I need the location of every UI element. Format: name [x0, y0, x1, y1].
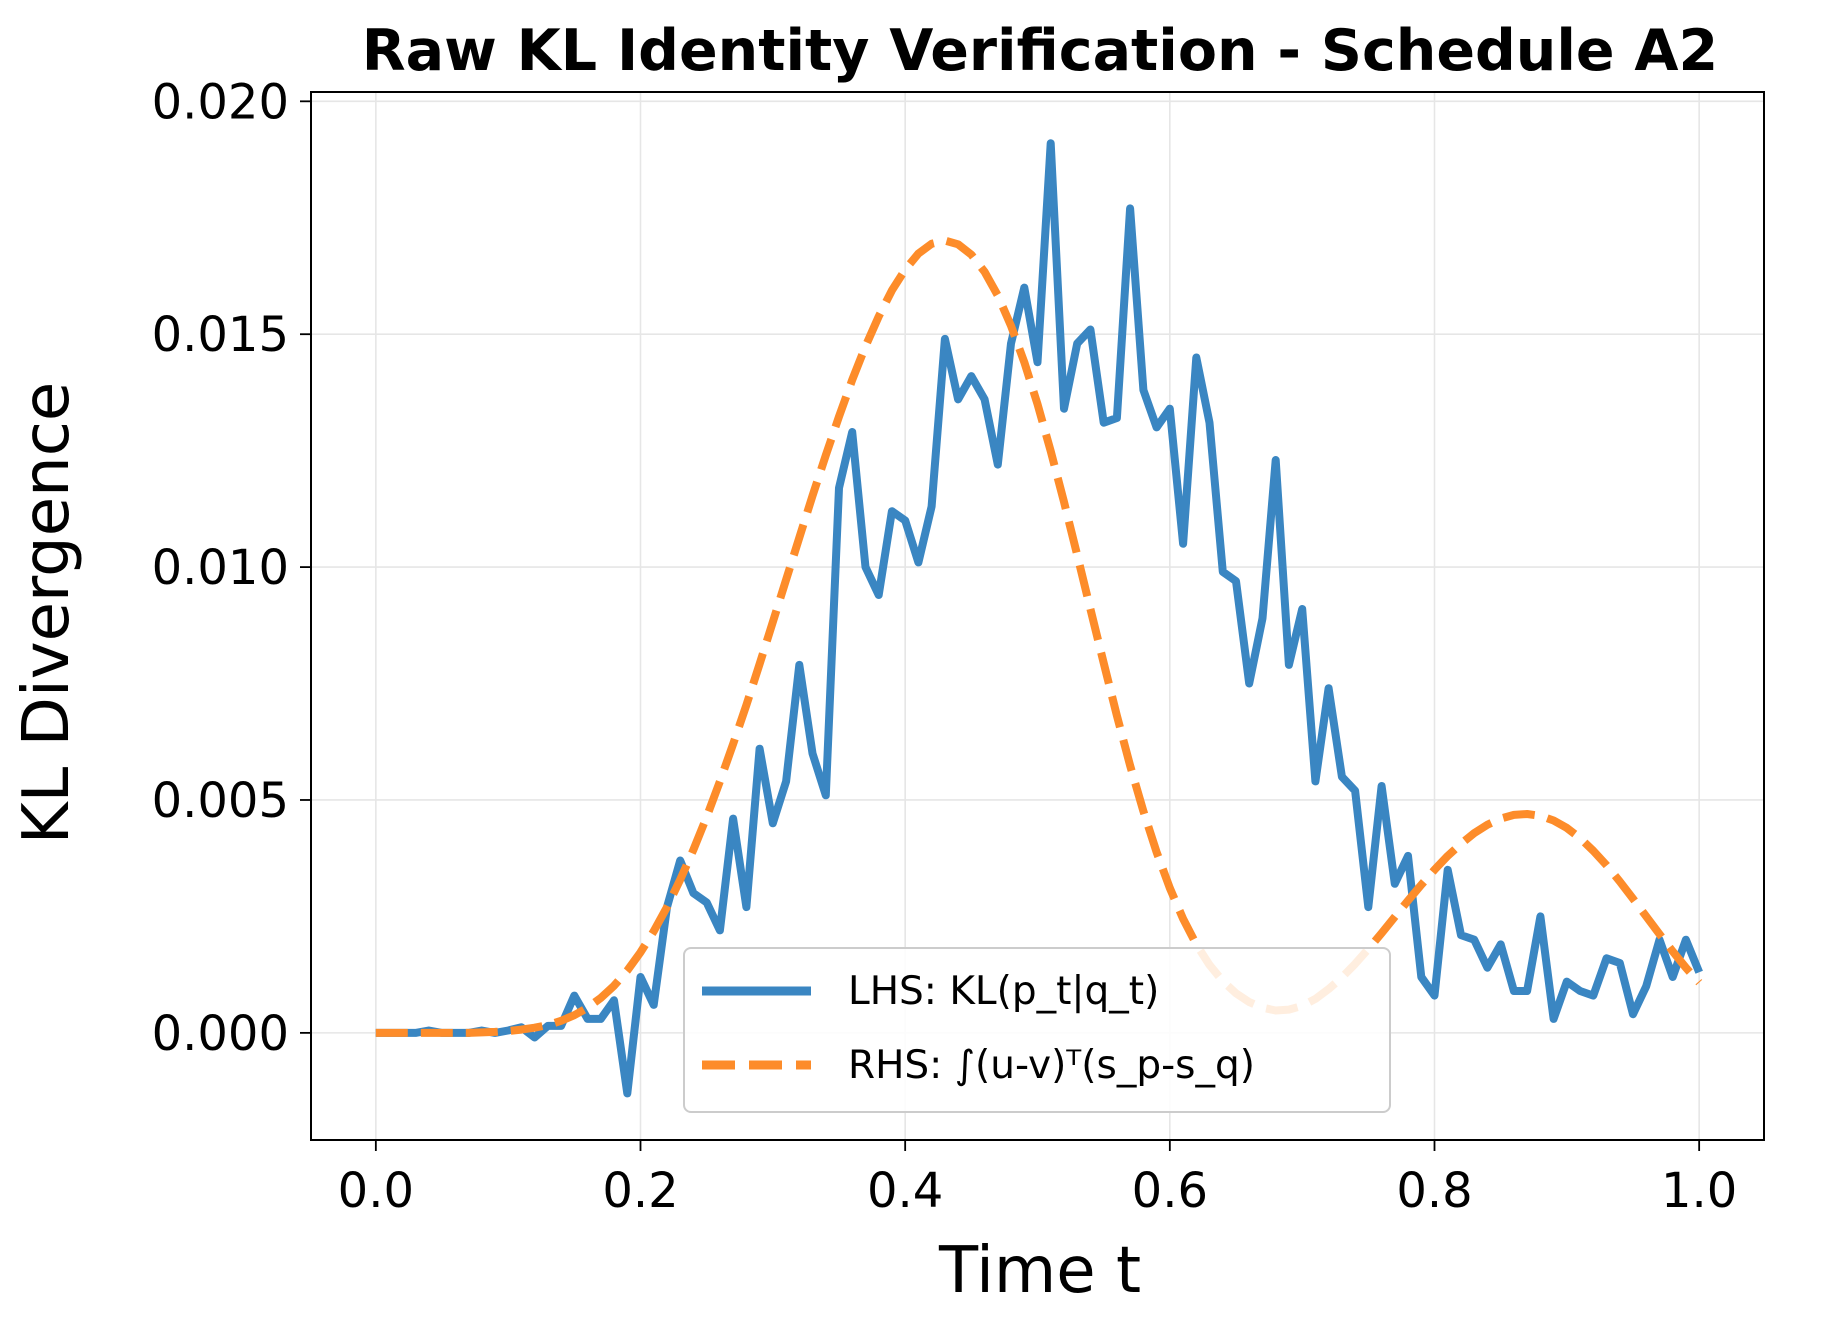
x-tick-label: 0.4 — [867, 1163, 943, 1219]
chart-title: Raw KL Identity Verification - Schedule … — [362, 18, 1718, 84]
y-axis-label: KL Divergence — [10, 382, 84, 845]
legend-label-lhs: LHS: KL(p_t|q_t) — [848, 969, 1159, 1014]
grid-layer — [311, 92, 1764, 1140]
plot-area-frame — [310, 91, 1765, 1141]
x-axis-label: Time t — [938, 1234, 1141, 1308]
legend-label-rhs: RHS: ∫(u-v)ᵀ(s_p-s_q) — [848, 1043, 1255, 1088]
x-tick-label: 1.0 — [1661, 1163, 1737, 1219]
rhs-series-line — [375, 236, 1703, 1037]
y-tick-label: 0.010 — [152, 540, 289, 596]
y-tick-label: 0.000 — [152, 1006, 289, 1062]
lhs-series-line — [375, 139, 1703, 1098]
series-layer — [375, 139, 1703, 1098]
y-tick-label: 0.020 — [152, 74, 289, 130]
x-tick-label: 0.2 — [602, 1163, 678, 1219]
legend: LHS: KL(p_t|q_t) RHS: ∫(u-v)ᵀ(s_p-s_q) — [683, 947, 1391, 1113]
y-tick-label: 0.005 — [152, 773, 289, 829]
legend-frame — [683, 947, 1391, 1113]
y-tick-label: 0.015 — [152, 307, 289, 363]
x-tick-label: 0.8 — [1396, 1163, 1472, 1219]
x-tick-label: 0.6 — [1132, 1163, 1208, 1219]
tick-layer: 0.0 0.2 0.4 0.6 0.8 1.0 0.000 0.005 0.010 0.015 0.… — [152, 74, 1738, 1219]
x-tick-label: 0.0 — [338, 1163, 414, 1219]
